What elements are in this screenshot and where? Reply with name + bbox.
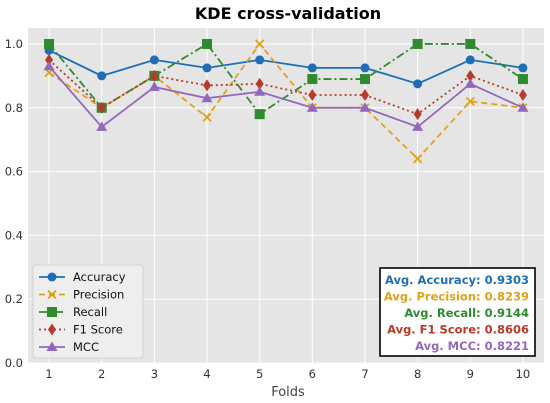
data-point-accuracy	[97, 71, 107, 81]
y-tick-label: 0.6	[5, 165, 23, 179]
summary-stat: Avg. Precision: 0.8239	[384, 290, 529, 304]
data-point-accuracy	[360, 63, 370, 73]
data-point-f1-score	[97, 101, 106, 114]
data-point-f1-score	[45, 53, 54, 66]
legend-item-mcc: MCC	[39, 340, 99, 354]
legend-label: Accuracy	[73, 270, 126, 284]
x-tick-label: 10	[516, 367, 531, 381]
x-tick-label: 4	[203, 367, 210, 381]
data-point-recall	[44, 38, 55, 49]
data-point-recall	[517, 74, 528, 85]
chart-title: KDE cross-validation	[195, 4, 381, 23]
data-point-accuracy	[255, 55, 265, 65]
legend-label: Recall	[73, 305, 107, 319]
data-point-mcc	[517, 102, 529, 112]
legend-marker	[47, 289, 57, 300]
data-point-mcc	[254, 86, 266, 96]
x-tick-label: 5	[256, 367, 263, 381]
x-tick-label: 7	[361, 367, 368, 381]
series-accuracy	[44, 45, 528, 89]
data-point-mcc	[201, 92, 213, 103]
x-axis-ticks: 1 2 3 4 5 6 7 8 9 10	[45, 367, 530, 381]
y-tick-label: 0.8	[5, 101, 23, 115]
legend-marker	[46, 341, 58, 351]
data-point-mcc	[148, 81, 160, 92]
x-tick-label: 8	[414, 367, 421, 381]
data-point-precision	[255, 39, 265, 49]
series-line-accuracy	[48, 49, 524, 85]
data-point-mcc	[412, 121, 424, 131]
data-point-mcc	[96, 121, 108, 131]
data-point-f1-score	[360, 89, 369, 101]
legend-item-precision: Precision	[39, 288, 124, 302]
series-line-mcc	[48, 65, 524, 129]
data-point-mcc	[464, 78, 476, 88]
data-point-mcc	[43, 60, 55, 71]
legend-item-recall: Recall	[39, 305, 107, 319]
data-point-precision	[412, 154, 423, 164]
data-point-accuracy	[307, 63, 317, 73]
legend-marker	[47, 307, 57, 317]
summary-stat: Avg. Recall: 0.9144	[404, 306, 529, 320]
legend-item-accuracy: Accuracy	[39, 270, 126, 284]
legend-marker	[48, 323, 56, 336]
summary-frame	[379, 267, 536, 357]
series-f1-score	[45, 53, 527, 121]
legend-label: MCC	[73, 340, 99, 354]
data-point-mcc	[306, 102, 318, 112]
data-point-f1-score	[255, 77, 264, 90]
data-point-accuracy	[413, 79, 423, 89]
data-point-f1-score	[308, 89, 317, 101]
data-point-accuracy	[518, 63, 528, 73]
x-axis-label: Folds	[271, 385, 305, 400]
x-tick-label: 3	[151, 367, 158, 381]
data-point-accuracy	[149, 55, 159, 65]
legend: Accuracy Precision Recall F1 Score MCC	[32, 264, 144, 359]
legend-label: Precision	[73, 288, 124, 302]
y-tick-label: 0.2	[5, 292, 23, 306]
x-tick-label: 6	[309, 367, 316, 381]
legend-item-f1-score: F1 Score	[39, 323, 123, 337]
data-point-recall	[202, 38, 213, 49]
series-mcc	[43, 60, 529, 131]
data-point-accuracy	[202, 63, 212, 73]
y-tick-label: 0.4	[5, 228, 23, 242]
data-point-f1-score	[518, 89, 527, 101]
data-point-mcc	[359, 102, 371, 112]
y-tick-label: 1.0	[5, 37, 23, 51]
summary-stat: Avg. Accuracy: 0.9303	[385, 273, 529, 287]
summary-box: Avg. Accuracy: 0.9303 Avg. Precision: 0.8…	[379, 267, 536, 357]
legend-marker	[47, 272, 57, 282]
legend-label: F1 Score	[73, 323, 123, 337]
series-line-f1-score	[48, 59, 524, 116]
y-tick-label: 0.0	[5, 356, 23, 370]
summary-stat: Avg. F1 Score: 0.8606	[387, 323, 529, 337]
data-point-recall	[412, 38, 423, 49]
data-point-f1-score	[150, 69, 159, 82]
legend-frame	[32, 264, 144, 359]
summary-stat: Avg. MCC: 0.8221	[415, 339, 529, 353]
data-point-accuracy	[465, 55, 475, 65]
data-point-f1-score	[466, 69, 475, 82]
data-point-f1-score	[203, 79, 212, 92]
data-point-precision	[202, 112, 212, 122]
y-axis-ticks: 0.0 0.2 0.4 0.6 0.8 1.0	[5, 37, 23, 370]
series-layer	[43, 38, 529, 164]
data-point-precision	[465, 96, 475, 107]
data-point-f1-score	[413, 108, 422, 121]
data-point-recall	[465, 38, 476, 49]
data-point-recall	[254, 109, 265, 120]
x-tick-label: 1	[45, 367, 52, 381]
x-tick-label: 2	[98, 367, 105, 381]
data-point-recall	[359, 74, 370, 85]
x-tick-label: 9	[467, 367, 474, 381]
data-point-recall	[307, 74, 318, 85]
